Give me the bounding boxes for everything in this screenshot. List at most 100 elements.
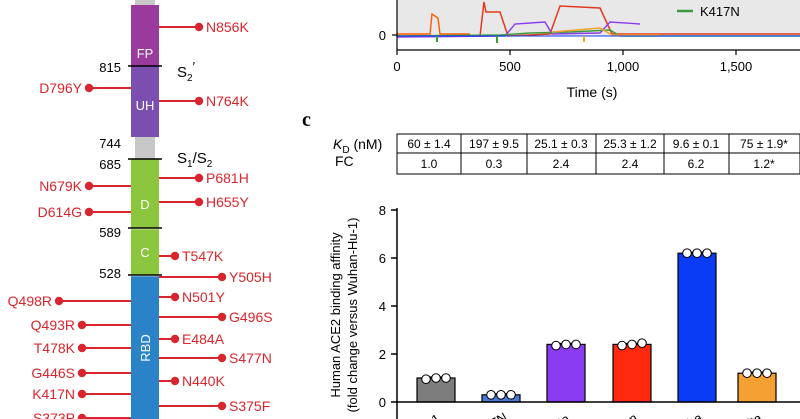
fc-cell: 1.2* [753,157,775,171]
curve-yellow [551,27,660,36]
replicate-point [571,339,581,350]
panel-c: c KD (nM) FC 60 ± 1.4 197 ± 9.5 25.1 ± 0… [302,109,800,419]
domain-uh [131,66,159,137]
replicate-point [421,374,431,385]
b-x-tick-1500: 1,500 [720,59,753,74]
mutation-group: N856K N764K P681H H655Y T547K Y505HN501YG496S… [8,19,273,419]
fc-cell: 0.3 [486,157,503,171]
domain-label-fp: FP [137,46,154,61]
mutation-label-s477n: S477N [229,350,272,366]
s1s2-label: S1/S2 [177,150,213,170]
domain-label-rbd: RBD [138,334,153,361]
c-y-tick-label: 2 [379,347,386,362]
mutation-label-n679k: N679K [39,178,82,194]
mutation-label-d614g: D614G [38,204,82,220]
position-589: 589 [99,225,121,240]
mutation-label-y505h: Y505H [229,269,272,285]
mutation-label-n440k: N440K [182,373,225,389]
domain-label-uh: UH [136,98,155,113]
b-x-tick-0: 0 [393,59,400,74]
domain-d [131,159,159,228]
mutation-dot [194,197,204,207]
replicate-point [742,368,752,379]
curve-orange [397,12,470,35]
replicate-point [561,339,571,350]
mutation-label-s373p: S373P [33,410,75,419]
c-y-axis-label-2: (fold change versus Wuhan-Hu-1) [345,218,360,413]
mutation-dot [194,173,204,183]
fc-cell: 2.4 [553,157,570,171]
kd-table [396,133,800,175]
c-x-tick-label: lta [745,410,765,419]
mutation-dot [77,343,87,353]
replicate-point [637,338,647,349]
mutation-dot [84,83,94,93]
replicate-point [692,248,702,258]
mutation-dot [217,312,227,322]
domain-label-d: D [140,197,149,212]
panel-letter-c: c [302,109,311,131]
mutation-dot [170,292,180,302]
panel-a: FP UH D C RBD 815 744 685 589 528 S2′ S1… [8,0,273,419]
bar-2 [546,343,586,403]
mutation-label-h655y: H655Y [206,194,249,210]
kd-cell: 60 ± 1.4 [407,137,451,151]
mutation-dot [170,376,180,386]
mutation-label-n856k: N856K [206,19,249,35]
b-x-axis-label: Time (s) [567,84,618,100]
replicate-point [627,339,637,350]
c-x-tick-label: ha [685,410,706,419]
mutation-dot [77,368,87,378]
bar-3 [612,343,652,403]
mutation-label-d796y: D796Y [39,80,82,96]
domain-fp [131,5,159,66]
mutation-label-g446s: G446S [31,365,75,381]
fc-cell: 2.4 [622,157,639,171]
fc-cell: 6.2 [688,157,705,171]
position-815: 815 [99,60,121,75]
replicate-point [617,340,627,351]
bar-4 [677,252,717,403]
c-x-tick-label: 7N [488,409,510,419]
s2prime-label: S2′ [177,59,196,84]
mutation-label-p681h: P681H [206,170,249,186]
position-685: 685 [99,157,121,172]
mutation-dot [170,334,180,344]
mutation-dot [170,251,180,261]
mutation-dot [77,413,87,419]
replicate-point [431,373,441,383]
domain-rbd [131,276,159,419]
connector-s1s2 [135,136,155,160]
replicate-point [441,373,451,383]
c-y-tick-label: 0 [379,395,386,410]
fc-cell: 1.0 [421,157,438,171]
c-x-tick-label: on [620,410,640,419]
mutation-label-q498r: Q498R [8,293,52,309]
replicate-point [486,390,496,400]
mutation-label-n501y: N501Y [182,289,225,305]
replicate-point [496,390,506,400]
c-y-axis-label-1: Human ACE2 binding affinity [328,232,343,398]
kd-cell: 197 ± 9.5 [469,137,519,151]
kd-cell: 75 ± 1.9* [740,137,788,151]
mutation-dot [54,296,64,306]
b-y-tick-0: 0 [379,28,386,43]
mutation-label-n764k: N764K [206,93,249,109]
c-x-tick-label: -1 [425,411,443,419]
mutation-dot [194,96,204,106]
c-y-tick-label: 8 [379,203,386,218]
position-744: 744 [99,136,121,151]
mutation-dot [217,401,227,411]
mutation-dot [217,272,227,282]
mutation-label-t478k: T478K [34,340,76,356]
kd-row-label: KD (nM) [333,136,382,156]
legend-label-k417n: K417N [700,4,740,19]
replicate-point [506,390,516,400]
connector-top [135,0,155,6]
mutation-dot [84,181,94,191]
c-y-tick-label: 6 [379,251,386,266]
mutation-label-q493r: Q493R [31,317,75,333]
replicate-point [682,248,692,258]
mutation-dot [77,320,87,330]
